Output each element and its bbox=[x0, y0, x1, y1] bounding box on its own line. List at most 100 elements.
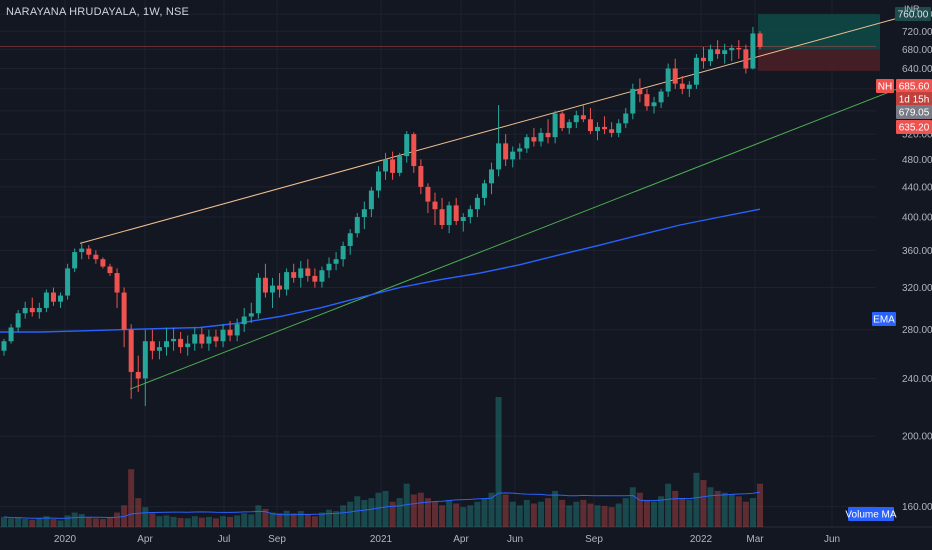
candle-body[interactable] bbox=[1, 341, 7, 351]
candle-body[interactable] bbox=[510, 151, 516, 160]
candle-body[interactable] bbox=[425, 186, 431, 202]
candle-body[interactable] bbox=[467, 209, 473, 218]
candle-body[interactable] bbox=[559, 113, 565, 129]
candle-body[interactable] bbox=[58, 295, 64, 302]
candle-body[interactable] bbox=[432, 201, 438, 210]
candle-body[interactable] bbox=[439, 209, 445, 226]
candle-body[interactable] bbox=[736, 47, 742, 50]
candle-body[interactable] bbox=[135, 371, 141, 379]
candle-body[interactable] bbox=[390, 159, 396, 173]
candle-body[interactable] bbox=[79, 248, 85, 253]
candle-body[interactable] bbox=[43, 292, 49, 308]
candle-body[interactable] bbox=[580, 115, 586, 120]
candle-body[interactable] bbox=[241, 316, 247, 325]
lower-trendline[interactable] bbox=[129, 87, 901, 390]
candle-body[interactable] bbox=[298, 268, 304, 278]
candle-body[interactable] bbox=[750, 33, 756, 69]
candle-body[interactable] bbox=[149, 341, 155, 351]
candle-body[interactable] bbox=[171, 338, 177, 342]
candle-body[interactable] bbox=[757, 33, 763, 48]
candle-body[interactable] bbox=[50, 292, 56, 302]
candle-body[interactable] bbox=[100, 259, 106, 267]
candle-body[interactable] bbox=[156, 347, 162, 351]
candle-body[interactable] bbox=[489, 169, 495, 184]
target-zone[interactable] bbox=[758, 14, 880, 50]
candle-body[interactable] bbox=[15, 313, 21, 328]
candle-body[interactable] bbox=[248, 313, 254, 317]
candle-body[interactable] bbox=[686, 84, 692, 89]
candle-body[interactable] bbox=[538, 132, 544, 142]
candle-body[interactable] bbox=[277, 285, 283, 290]
candle-body[interactable] bbox=[185, 343, 191, 348]
candle-body[interactable] bbox=[72, 252, 78, 269]
candle-body[interactable] bbox=[658, 91, 664, 103]
stop-zone[interactable] bbox=[758, 49, 880, 71]
candle-body[interactable] bbox=[164, 341, 170, 348]
candle-body[interactable] bbox=[594, 126, 600, 132]
candle-body[interactable] bbox=[573, 115, 579, 123]
candle-body[interactable] bbox=[496, 143, 502, 170]
candle-body[interactable] bbox=[326, 263, 332, 271]
candle-body[interactable] bbox=[700, 57, 706, 62]
candle-body[interactable] bbox=[8, 327, 14, 342]
candle-body[interactable] bbox=[354, 217, 360, 234]
candle-body[interactable] bbox=[269, 285, 275, 293]
candle-body[interactable] bbox=[220, 329, 226, 342]
candle-body[interactable] bbox=[199, 334, 205, 344]
candle-body[interactable] bbox=[446, 205, 452, 226]
candle-body[interactable] bbox=[368, 190, 374, 210]
candle-body[interactable] bbox=[411, 134, 417, 167]
candle-body[interactable] bbox=[552, 113, 558, 138]
candle-body[interactable] bbox=[291, 272, 297, 278]
candle-body[interactable] bbox=[383, 159, 389, 172]
candle-body[interactable] bbox=[693, 57, 699, 85]
candle-body[interactable] bbox=[623, 113, 629, 124]
candle-body[interactable] bbox=[86, 248, 92, 255]
candle-body[interactable] bbox=[566, 122, 572, 129]
candle-body[interactable] bbox=[107, 266, 113, 274]
candle-body[interactable] bbox=[474, 197, 480, 210]
candle-body[interactable] bbox=[114, 273, 120, 293]
candle-body[interactable] bbox=[672, 68, 678, 84]
candle-body[interactable] bbox=[545, 132, 551, 138]
candle-body[interactable] bbox=[708, 49, 714, 62]
candle-body[interactable] bbox=[262, 277, 268, 293]
candle-body[interactable] bbox=[609, 129, 615, 133]
candle-body[interactable] bbox=[630, 88, 636, 114]
candle-body[interactable] bbox=[22, 307, 28, 314]
candle-body[interactable] bbox=[602, 126, 608, 130]
candle-body[interactable] bbox=[418, 166, 424, 187]
candle-body[interactable] bbox=[319, 270, 325, 282]
candle-body[interactable] bbox=[404, 134, 410, 157]
candle-body[interactable] bbox=[531, 137, 537, 142]
candle-body[interactable] bbox=[142, 341, 148, 379]
candle-body[interactable] bbox=[213, 336, 219, 342]
candle-body[interactable] bbox=[65, 268, 71, 296]
candle-body[interactable] bbox=[128, 329, 134, 372]
candle-body[interactable] bbox=[361, 209, 367, 218]
candle-body[interactable] bbox=[722, 50, 728, 55]
candle-body[interactable] bbox=[397, 156, 403, 173]
candle-body[interactable] bbox=[587, 119, 593, 132]
candle-body[interactable] bbox=[644, 94, 650, 107]
candle-body[interactable] bbox=[637, 88, 643, 95]
candle-body[interactable] bbox=[234, 324, 240, 336]
candle-body[interactable] bbox=[743, 49, 749, 69]
candle-body[interactable] bbox=[453, 205, 459, 221]
candle-body[interactable] bbox=[651, 102, 657, 107]
candle-body[interactable] bbox=[192, 334, 198, 344]
candle-body[interactable] bbox=[524, 137, 530, 149]
candle-body[interactable] bbox=[665, 68, 671, 92]
candle-body[interactable] bbox=[255, 277, 261, 314]
candle-body[interactable] bbox=[29, 307, 35, 313]
candle-body[interactable] bbox=[481, 183, 487, 198]
candle-body[interactable] bbox=[305, 268, 311, 276]
candle-body[interactable] bbox=[503, 143, 509, 160]
candle-body[interactable] bbox=[340, 245, 346, 260]
candle-body[interactable] bbox=[347, 233, 353, 246]
candle-body[interactable] bbox=[93, 254, 99, 260]
candle-body[interactable] bbox=[36, 307, 42, 313]
candle-body[interactable] bbox=[206, 336, 212, 344]
